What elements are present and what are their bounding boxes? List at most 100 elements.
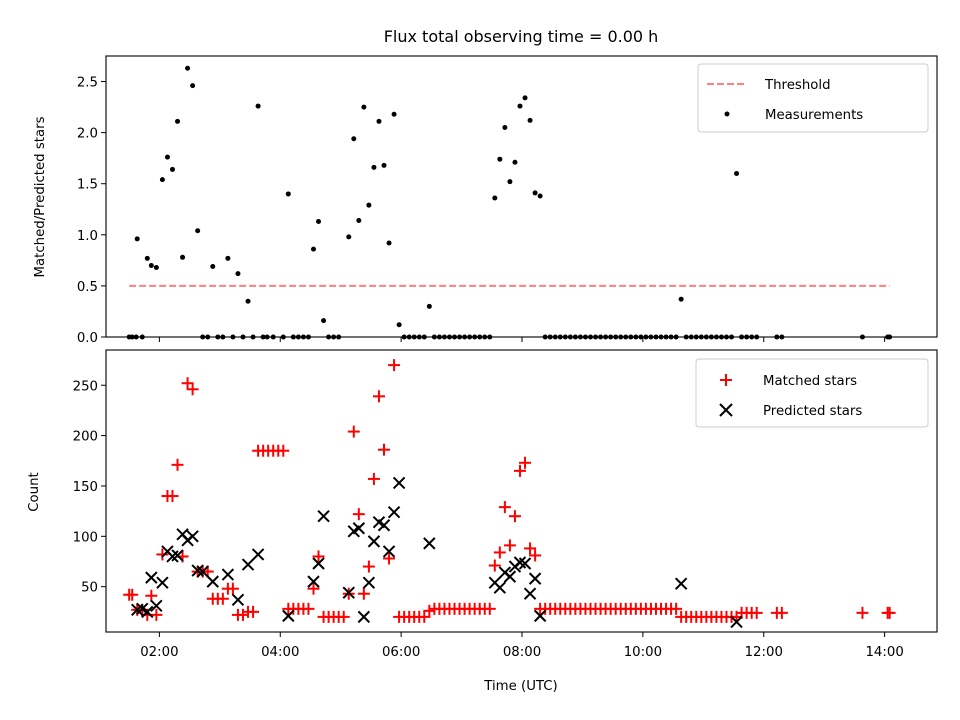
predicted-star-point (145, 571, 158, 584)
bottom-xtick-label: 06:00 (382, 645, 420, 660)
bottom-ytick-label: 250 (73, 379, 98, 394)
predicted-star-point (493, 581, 507, 594)
measurement-point (321, 318, 327, 324)
measurement-point (391, 111, 397, 117)
predicted-star-point (503, 570, 517, 583)
matched-star-point (524, 542, 537, 555)
matched-star-point (166, 490, 179, 503)
matched-star-point (367, 472, 380, 485)
predicted-star-point (377, 519, 391, 532)
bottom-ytick-label: 200 (73, 430, 98, 445)
matched-star-point (775, 606, 788, 619)
top-ytick-label: 2.0 (77, 127, 98, 142)
measurement-point (507, 179, 513, 185)
top-ytick-label: 0.5 (77, 280, 98, 295)
measurement-point (185, 65, 191, 71)
bottom-legend: Matched stars Predicted stars (695, 358, 929, 428)
matched-star-point (519, 456, 532, 469)
matched-star-point (216, 592, 229, 605)
top-ytick-label: 2.5 (77, 76, 98, 91)
measurement-point (497, 156, 503, 162)
matched-star-point (529, 549, 542, 562)
threshold-legend-label: Threshold (764, 78, 831, 93)
matched-star-point (856, 606, 869, 619)
top-ytick-label: 1.0 (77, 229, 98, 244)
predicted-star-point (241, 558, 255, 571)
measurement-point (517, 103, 523, 109)
measurements-legend-label: Measurements (765, 108, 863, 123)
bottom-xtick-label: 10:00 (624, 645, 662, 660)
measurement-point (396, 322, 402, 328)
predicted-star-point (171, 549, 184, 562)
measurement-point (426, 303, 432, 309)
predicted-stars-layer (131, 476, 743, 629)
predicted-star-point (221, 568, 235, 581)
top-ytick-label: 1.5 (77, 178, 98, 193)
matched-star-point (383, 552, 396, 565)
matched-star-point (247, 605, 260, 618)
matched-star-point (388, 359, 401, 372)
top-panel: Flux total observing time = 0.00 h Match… (33, 27, 938, 346)
predicted-star-point (307, 575, 320, 588)
measurement-point (356, 218, 362, 224)
bottom-xtick-label: 02:00 (140, 645, 178, 660)
matched-stars-layer (123, 359, 896, 623)
measurement-point (159, 177, 165, 183)
matched-star-point (670, 602, 683, 615)
measurement-point (316, 219, 322, 225)
predicted-star-point (392, 476, 406, 490)
measurement-point (310, 246, 316, 252)
predicted-star-point (367, 535, 381, 548)
matched-star-point (488, 559, 501, 572)
measurement-point (381, 162, 387, 168)
measurement-point (175, 118, 181, 124)
measurement-point (285, 191, 291, 197)
matched-star-point (150, 608, 163, 621)
predicted-star-point (282, 609, 295, 623)
predicted-star-point (730, 615, 743, 629)
matched-star-point (352, 508, 365, 521)
matched-star-point (337, 610, 350, 623)
bottom-ytick-label: 150 (73, 480, 98, 495)
matched-star-point (186, 383, 199, 396)
matched-star-point (145, 589, 158, 602)
measurement-point (734, 171, 740, 177)
predicted-star-point (362, 576, 376, 589)
predicted-star-point (342, 586, 355, 599)
measurements-legend-swatch (724, 111, 730, 117)
bottom-ylabel: Count (27, 472, 42, 512)
matched-star-point (156, 548, 169, 561)
top-legend-box (697, 63, 929, 133)
measurement-point (527, 117, 533, 123)
predicted-star-point (141, 605, 154, 619)
measurement-point (153, 265, 159, 271)
measurement-point (371, 164, 377, 170)
matched-star-point (423, 604, 436, 617)
measurement-point (522, 95, 528, 101)
bottom-ytick-label: 100 (73, 530, 98, 545)
predicted-star-point (387, 505, 401, 519)
matched-star-point (493, 546, 506, 559)
predicted-star-point (352, 522, 366, 535)
measurement-point (134, 236, 140, 242)
predicted-star-point (674, 577, 688, 590)
predicted-star-point (423, 537, 436, 550)
measurement-point (537, 193, 543, 199)
predicted-star-point (523, 587, 537, 600)
top-ylabel: Matched/Predicted stars (33, 116, 48, 277)
measurement-point (492, 195, 498, 201)
bottom-legend-box (695, 358, 929, 428)
top-yticks: 0.0 0.5 1.0 1.5 2.0 2.5 (77, 76, 106, 346)
bottom-xtick-label: 08:00 (503, 645, 541, 660)
measurement-point (235, 271, 241, 277)
matched-star-point (302, 602, 315, 615)
measurement-point (164, 154, 170, 160)
measurement-point (366, 202, 372, 208)
measurement-point (502, 125, 508, 131)
top-axes-frame (105, 55, 938, 338)
bottom-yticks: 50 100 150 200 250 (73, 379, 106, 596)
measurement-point (386, 240, 392, 246)
predicted-star-point (196, 565, 209, 578)
matched-star-point (508, 510, 521, 523)
